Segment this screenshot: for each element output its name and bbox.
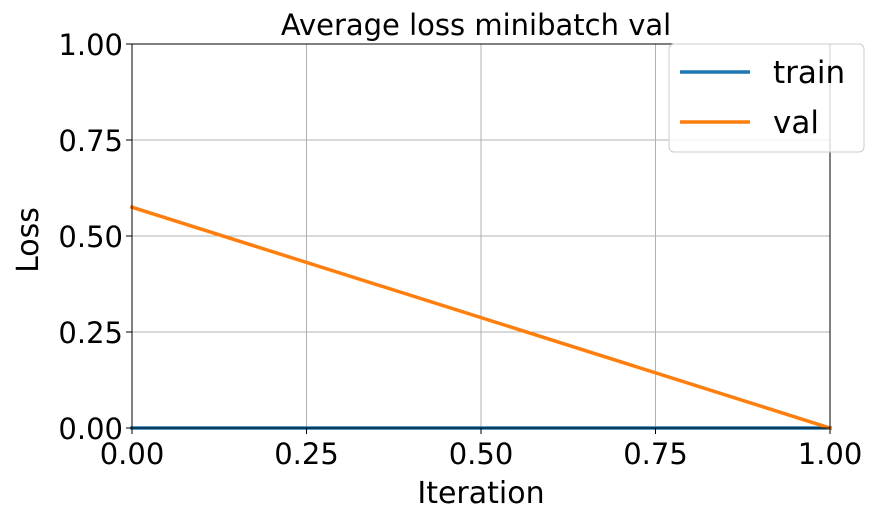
x-axis-label: Iteration [417, 476, 544, 511]
y-tick-label: 1.00 [58, 28, 123, 62]
y-tick-label: 0.50 [58, 220, 123, 254]
y-axis-ticks: 0.00 0.25 0.50 0.75 1.00 [58, 28, 132, 446]
x-tick-label: 0.25 [274, 437, 339, 471]
x-tick-label: 0.00 [100, 437, 165, 471]
series-line-val [129, 205, 833, 431]
y-tick-label: 0.75 [58, 124, 123, 158]
legend: train val [668, 43, 865, 153]
x-tick-label: 0.50 [449, 437, 514, 471]
y-axis-label: Loss [11, 207, 46, 273]
x-tick-label: 0.75 [623, 437, 688, 471]
legend-label-train: train [773, 55, 845, 91]
y-tick-label: 0.25 [58, 316, 123, 350]
x-axis-ticks: 0.00 0.25 0.50 0.75 1.00 [100, 428, 863, 471]
y-tick-label: 0.00 [58, 412, 123, 446]
x-tick-label: 1.00 [798, 437, 863, 471]
legend-label-val: val [773, 105, 819, 141]
chart-title: Average loss minibatch val [281, 8, 671, 42]
